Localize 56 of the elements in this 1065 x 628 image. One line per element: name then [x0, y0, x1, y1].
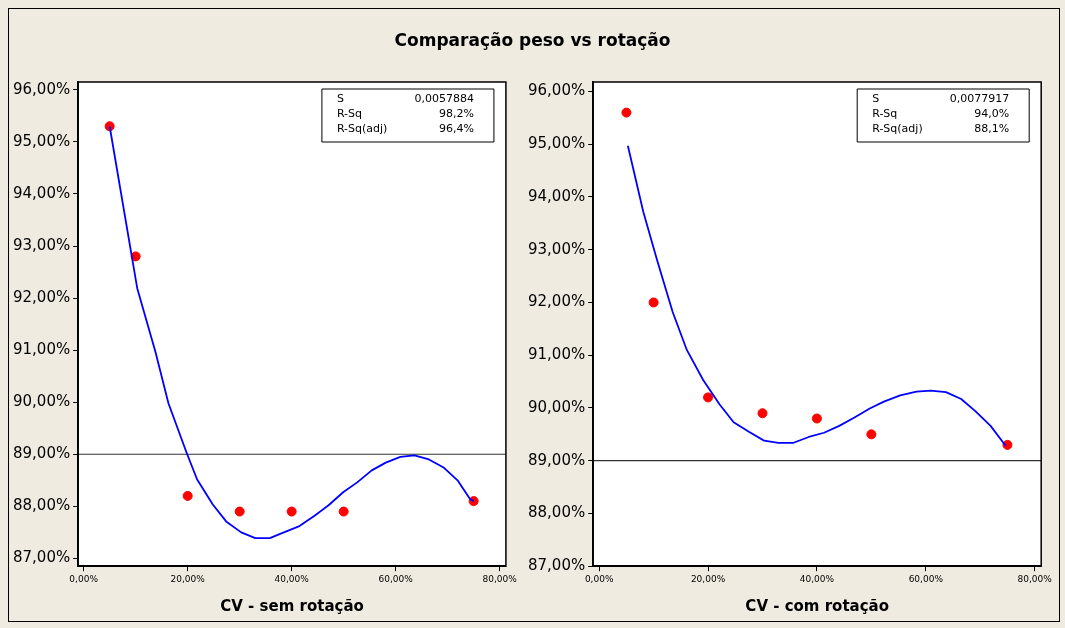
annotation: R-Sq(adj): [336, 122, 388, 136]
x-tick-label: 20,00%: [690, 573, 726, 584]
y-tick-label: 88,00%: [527, 503, 586, 522]
y-tick-label: 96,00%: [527, 81, 586, 100]
y-tick-label: 91,00%: [12, 340, 71, 359]
point: [621, 107, 632, 118]
y-tick-label: 92,00%: [527, 292, 586, 311]
annotation: R-Sq(adj): [872, 122, 923, 136]
annotation: S: [336, 92, 344, 106]
annotation: 94,0%: [974, 107, 1010, 121]
point: [234, 506, 245, 517]
annotation: S: [872, 92, 880, 106]
point: [338, 506, 349, 517]
y-tick-label: 92,00%: [12, 287, 71, 306]
annotation: 0,0057884: [414, 92, 474, 106]
y-tick-label: 87,00%: [12, 548, 71, 567]
x-tick-label: 20,00%: [170, 573, 206, 584]
point: [286, 506, 297, 517]
y-tick-label: 95,00%: [527, 134, 586, 153]
y-tick-label: 93,00%: [12, 235, 71, 254]
x-axis-title: CV - sem rotação: [220, 596, 364, 615]
y-tick-label: 94,00%: [12, 183, 71, 202]
x-tick-label: 60,00%: [378, 573, 414, 584]
y-tick-label: 93,00%: [527, 239, 586, 258]
annotation: 96,4%: [438, 122, 474, 136]
y-tick-label: 90,00%: [12, 392, 71, 411]
x-tick-label: 40,00%: [274, 573, 310, 584]
x-tick-label: 0,00%: [69, 573, 99, 584]
y-tick-label: 89,00%: [12, 444, 71, 463]
x-axis-title: CV - com rotação: [745, 596, 890, 615]
x-tick-label: 80,00%: [482, 573, 518, 584]
point: [1002, 439, 1013, 450]
annotation: R-Sq: [872, 107, 898, 121]
annotation: 88,1%: [974, 122, 1010, 136]
point: [866, 429, 877, 440]
y-tick-label: 89,00%: [527, 450, 586, 469]
y-tick-label: 95,00%: [12, 131, 71, 150]
point: [811, 413, 822, 424]
x-tick-label: 0,00%: [584, 573, 614, 584]
y-tick-label: 96,00%: [12, 79, 71, 98]
chart-title: Comparação peso vs rotação: [393, 30, 672, 50]
annotation: R-Sq: [336, 107, 363, 121]
y-tick-label: 87,00%: [527, 556, 586, 575]
x-tick-label: 40,00%: [799, 573, 835, 584]
x-tick-label: 60,00%: [908, 573, 944, 584]
point: [703, 392, 714, 403]
y-tick-label: 88,00%: [12, 496, 71, 515]
point: [648, 297, 659, 308]
annotation: 98,2%: [438, 107, 474, 121]
y-tick-label: 94,00%: [527, 186, 586, 205]
y-tick-label: 90,00%: [527, 397, 586, 416]
annotation: 0,0077917: [949, 92, 1010, 106]
y-tick-label: 91,00%: [527, 345, 586, 364]
x-tick-label: 80,00%: [1017, 573, 1053, 584]
point: [757, 408, 768, 419]
point: [182, 490, 193, 501]
